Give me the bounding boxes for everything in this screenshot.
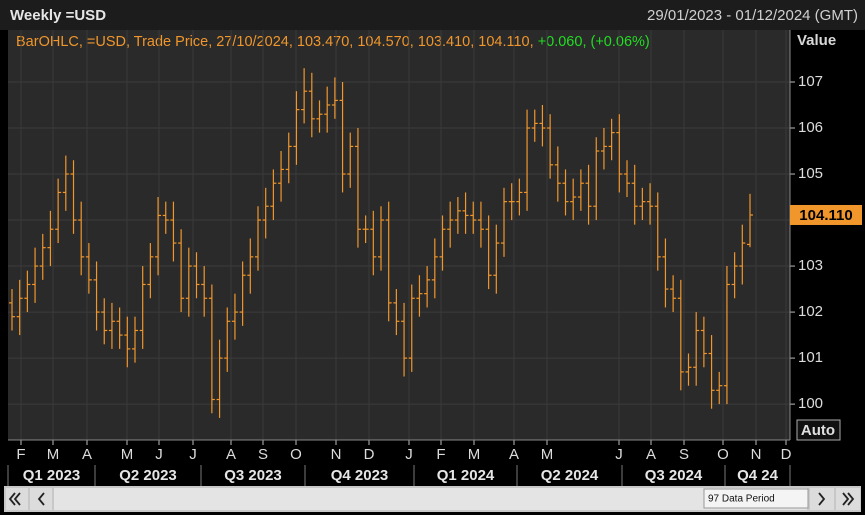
- y-tick-label: 105: [798, 165, 823, 182]
- y-axis-label: Value: [797, 32, 836, 49]
- quarter-label: Q4 2023: [331, 467, 389, 484]
- y-tick-label: 107: [798, 73, 823, 90]
- quarter-label: Q2 2024: [541, 467, 599, 484]
- quarter-label: Q1 2023: [23, 467, 81, 484]
- x-tick-label: O: [290, 446, 302, 463]
- quarter-label: Q1 2024: [437, 467, 495, 484]
- grid: [8, 30, 790, 440]
- x-tick-label: J: [155, 446, 163, 463]
- x-tick-label: D: [364, 446, 375, 463]
- x-tick-label: N: [331, 446, 342, 463]
- y-tick-label: 101: [798, 349, 823, 366]
- x-tick-label: M: [468, 446, 481, 463]
- x-tick-label: J: [189, 446, 197, 463]
- last-value-tag: [790, 204, 862, 225]
- quarter-label: Q3 2023: [224, 467, 282, 484]
- x-tick-label: A: [82, 446, 92, 463]
- x-tick-label: M: [121, 446, 134, 463]
- scroll-prev[interactable]: [30, 488, 52, 510]
- legend-text: BarOHLC, =USD, Trade Price, 27/10/2024, …: [16, 34, 534, 50]
- x-tick-label: S: [679, 446, 689, 463]
- x-tick-label: A: [646, 446, 656, 463]
- legend: BarOHLC, =USD, Trade Price, 27/10/2024, …: [16, 34, 650, 50]
- title-bar: [0, 0, 865, 30]
- x-tick-label: O: [717, 446, 729, 463]
- quarter-label: Q2 2023: [119, 467, 177, 484]
- scroll-prev-icon[interactable]: [37, 492, 45, 506]
- scroll-last-icon[interactable]: [842, 492, 855, 506]
- scroll-first[interactable]: [6, 488, 28, 510]
- date-range: 29/01/2023 - 01/12/2024 (GMT): [647, 7, 858, 24]
- auto-button[interactable]: [796, 419, 841, 441]
- x-tick-label: A: [226, 446, 236, 463]
- y-tick-label: 100: [798, 395, 823, 412]
- x-tick-label: J: [615, 446, 623, 463]
- x-tick-label: N: [751, 446, 762, 463]
- y-tick-label: 106: [798, 119, 823, 136]
- scroll-next[interactable]: [810, 488, 834, 510]
- scroll-first-icon[interactable]: [8, 492, 21, 506]
- legend-change: +0.060, (+0.06%): [538, 34, 650, 50]
- period-label: 97 Data Period: [708, 494, 775, 505]
- y-tick-label: 103: [798, 257, 823, 274]
- axes: 100101102103104105106107FMAMJJASONDJFMAM…: [7, 30, 862, 486]
- scroll-thumb[interactable]: [703, 488, 809, 509]
- x-tick-label: F: [16, 446, 25, 463]
- y-tick-label: 102: [798, 303, 823, 320]
- x-tick-label: M: [541, 446, 554, 463]
- x-tick-label: M: [47, 446, 60, 463]
- plot-area: [8, 30, 790, 440]
- x-tick-label: F: [436, 446, 445, 463]
- quarter-label: Q3 2024: [645, 467, 703, 484]
- bars: [9, 68, 753, 418]
- x-tick-label: D: [781, 446, 792, 463]
- quarter-label: Q4 24: [737, 467, 779, 484]
- x-tick-label: S: [258, 446, 268, 463]
- x-tick-label: J: [405, 446, 413, 463]
- chart-title: Weekly =USD: [10, 7, 106, 24]
- x-tick-label: A: [509, 446, 519, 463]
- scroll-track[interactable]: [54, 488, 807, 510]
- last-value-label: 104.110: [799, 207, 852, 224]
- scroll-next-icon[interactable]: [818, 492, 826, 506]
- auto-button-label[interactable]: Auto: [801, 422, 835, 439]
